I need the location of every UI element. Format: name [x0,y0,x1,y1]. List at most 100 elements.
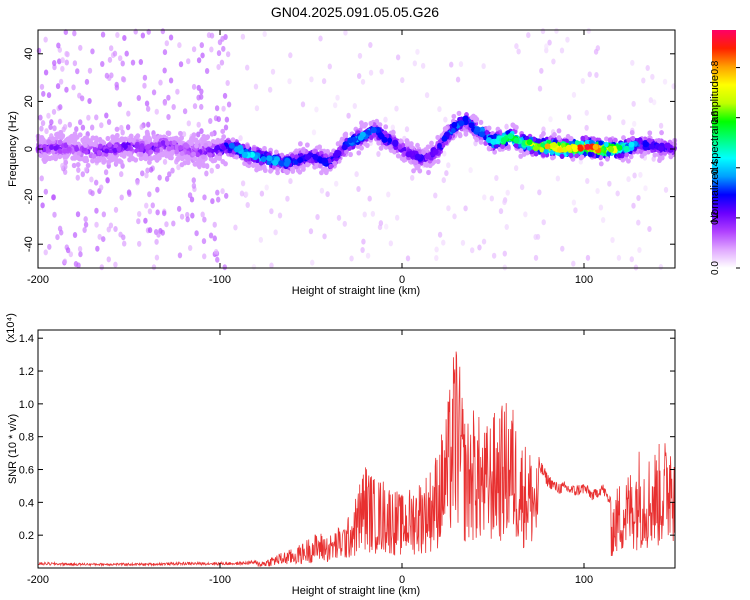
spectrogram-cell [311,129,317,136]
spectrogram-cell [39,83,45,90]
spectrogram-cell [468,167,473,174]
spectrogram-cell [202,194,207,201]
spectrogram-cell [80,137,86,143]
spectrogram-cell [442,150,447,157]
spectrogram-cell [641,77,646,84]
spectrogram-cell [417,168,423,174]
spectrogram-cell [119,124,124,131]
spectrogram-cell [338,140,344,146]
spectrogram-cell [58,104,63,111]
spectrogram-cell [57,118,63,125]
spectrogram-cell [415,142,420,149]
spectrogram-cell [492,149,498,155]
spectrogram-cell [238,135,243,142]
spectrogram-cell [559,47,565,54]
spectrogram-peak [667,146,674,153]
spectrogram-cell [119,136,125,142]
figure-title: GN04.2025.091.05.05.G26 [271,4,439,20]
spectrogram-cell [275,166,280,172]
spectrogram-peak [468,122,475,129]
spectrogram-peak [479,131,486,138]
spectrogram-cell [533,254,539,261]
spectrogram-cell [95,245,100,252]
spectrogram-cell [502,250,507,257]
spectrogram-cell [588,139,594,145]
spectrogram-cell [332,160,338,167]
spectrogram-cell [400,77,405,84]
spectrogram-cell [127,191,132,198]
spectrogram-cell [147,208,153,215]
spectrogram-cell [201,238,207,245]
spectrogram-cell [457,131,463,137]
spectrogram-cell [266,159,272,166]
spectrogram-cell [446,205,451,212]
spectrogram-cell [114,84,120,91]
spectrogram-cell [377,122,383,128]
spectrogram-cell [157,174,162,181]
spectrogram-cell [162,99,168,106]
spectrogram-cell [224,116,230,123]
spectrogram-cell [355,143,361,149]
spectrogram-cell [636,219,641,226]
spectrogram-cell [191,132,197,138]
spectrogram-cell [470,247,475,254]
spectrogram-cell [437,143,442,149]
spectrogram-cell [73,261,79,268]
spectrogram-cell [643,185,648,192]
spectrogram-cell [156,231,161,238]
spectrogram-cell [74,146,80,152]
spectrogram-cell [151,134,157,140]
spectrogram-cell [628,154,634,160]
spectrogram-cell [587,71,592,78]
spectrogram-cell [160,28,166,35]
spectrogram-cell [94,157,100,163]
spectrogram-cell [166,146,172,152]
spectrogram-cell [187,192,193,199]
spectrogram-cell [443,116,448,123]
spectrogram-cell [215,189,220,196]
snr-y-tick-label: 1.2 [19,366,34,378]
spectrogram-cell [100,60,105,67]
spectrogram-cell [158,79,163,86]
spectrogram-cell [187,244,193,251]
spectrogram-cell [264,184,269,191]
spectrogram-cell [288,178,293,185]
spectrogram-cell [383,116,388,123]
spectrogram-cell [196,57,202,64]
spectrogram-cell [360,247,365,254]
spectrogram-cell [76,150,82,156]
spectrogram-cell [630,135,636,142]
spectrogram-cell [193,143,199,149]
spectrogram-cell [136,94,141,101]
spectrogram-cell [63,29,69,36]
spectrogram-cell [361,238,366,245]
spectrogram-cell [612,137,618,143]
spectrogram-cell [213,248,219,255]
spectrogram-cell [270,68,276,75]
spectrogram-cell [559,153,565,160]
spectrogram-cell [151,89,157,96]
spectrogram-cell [177,252,183,259]
spectrogram-cell [71,84,76,91]
spectrogram-cell [354,171,359,178]
spectrogram-cell [179,213,185,220]
spectrogram-cell [134,134,140,140]
spectrogram-cell [194,230,199,237]
spectrogram-cell [387,137,393,143]
spectrogram-cell [394,105,399,112]
spectrogram-cell [293,159,299,165]
spectrogram-cell [179,135,185,141]
spectrogram-cell [170,167,175,174]
spectrogram-cell [537,85,543,92]
spectrogram-cell [415,163,421,169]
spectrogram-cell [202,253,207,260]
spectrogram-cell [225,79,230,86]
spectrogram-cell [387,144,393,151]
spectrogram-cell [62,123,68,130]
spectrogram-cell [122,34,127,41]
spectrogram-cell [195,151,201,158]
colorbar-tick-label: 0.6 [710,110,721,124]
spectrogram-cell [164,221,169,228]
spectrogram-cell [304,142,310,148]
spectrogram-image [35,27,678,271]
